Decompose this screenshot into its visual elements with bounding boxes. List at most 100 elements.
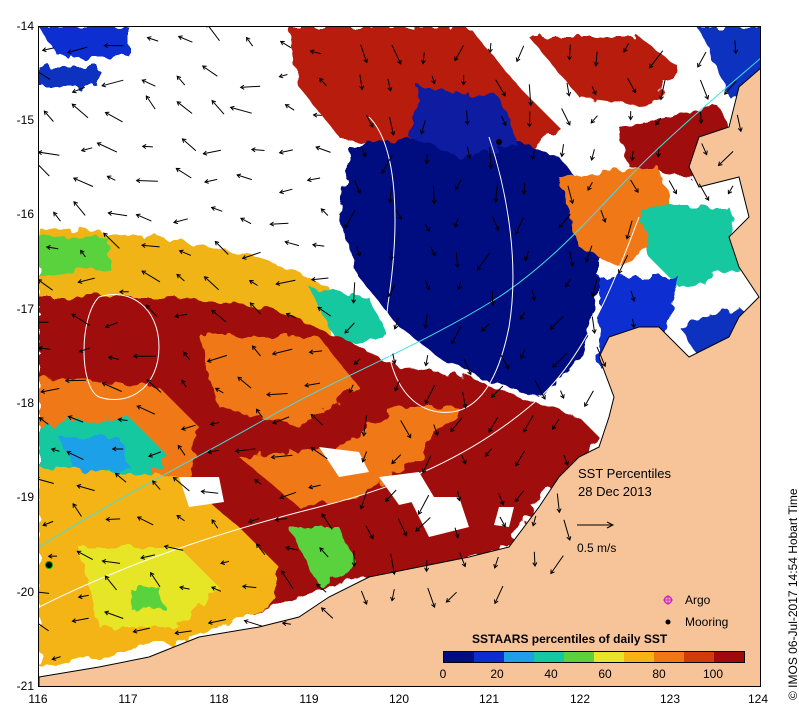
current-vector: [462, 391, 467, 408]
current-vector-head: [454, 185, 460, 191]
current-vector: [422, 455, 432, 474]
current-vector: [387, 284, 396, 297]
current-vector: [104, 575, 117, 591]
current-vector-head: [284, 240, 290, 246]
current-vector: [566, 82, 570, 96]
current-vector: [309, 350, 323, 353]
current-vector-head: [319, 547, 324, 552]
current-vector-head: [569, 199, 575, 205]
current-vector: [391, 589, 395, 601]
current-vector: [175, 313, 188, 317]
current-vector-head: [420, 59, 426, 65]
current-vector: [230, 106, 252, 114]
current-vector-head: [362, 152, 367, 158]
current-vector: [136, 405, 156, 415]
x-tick-label: 121: [478, 692, 500, 706]
y-tick-label: -14: [16, 19, 34, 33]
current-vector: [39, 591, 50, 594]
current-vector-head: [145, 304, 151, 310]
current-vector-head: [481, 326, 486, 332]
current-vector: [584, 390, 594, 407]
current-vector-head: [104, 610, 110, 616]
colorbar-tick: 80: [652, 667, 666, 681]
current-vector-head: [406, 433, 412, 439]
current-vector: [499, 516, 506, 527]
y-tick-label: -18: [16, 396, 34, 410]
current-vector: [591, 86, 597, 95]
current-vector: [244, 620, 263, 627]
marker-legend-symbols: [663, 595, 673, 625]
current-vector-head: [321, 513, 326, 518]
current-vector-head: [363, 600, 368, 606]
current-vector-head: [136, 516, 142, 521]
map-date: 28 Dec 2013: [578, 484, 652, 499]
current-vector: [354, 180, 361, 194]
current-vector: [176, 515, 185, 522]
current-vector: [53, 211, 61, 222]
current-vector: [626, 220, 633, 239]
current-vector: [79, 347, 90, 353]
current-vector-head: [630, 296, 636, 302]
current-vector-head: [271, 350, 277, 356]
current-vector: [568, 44, 571, 60]
current-vector-head: [176, 273, 181, 279]
current-vector: [516, 45, 525, 62]
current-vector-head: [72, 177, 78, 182]
current-vector: [431, 75, 435, 84]
current-vector: [385, 489, 397, 502]
current-vector-head: [248, 279, 254, 285]
current-vector: [73, 201, 86, 216]
current-vector: [141, 270, 161, 283]
current-vector-head: [241, 255, 247, 260]
current-vector-head: [317, 306, 323, 312]
current-vector: [181, 379, 187, 388]
current-vector-head: [454, 533, 460, 539]
current-vector: [668, 180, 677, 194]
current-vector-head: [422, 468, 427, 474]
current-vector: [71, 313, 91, 326]
current-vector-head: [111, 446, 117, 452]
current-vector: [145, 95, 156, 110]
current-vector: [422, 52, 425, 64]
current-vector-head: [453, 223, 459, 229]
current-vector-head: [493, 563, 499, 569]
y-tick-label: -16: [16, 207, 34, 221]
mooring-label: Mooring: [685, 615, 729, 629]
current-vector-head: [623, 47, 628, 53]
current-vector-head: [348, 388, 354, 394]
current-vector-head: [269, 221, 275, 227]
current-vector-head: [501, 91, 506, 97]
current-vector-head: [493, 198, 499, 204]
current-vector-head: [549, 325, 555, 330]
current-vector-head: [467, 370, 472, 376]
current-vector-head: [515, 57, 521, 63]
current-vector-head: [240, 217, 245, 223]
current-vector: [317, 306, 332, 317]
x-tick-label: 119: [299, 692, 319, 706]
current-vector-head: [391, 459, 396, 465]
current-vector: [97, 142, 118, 153]
current-vector-head: [318, 77, 324, 83]
x-tick-label: 120: [388, 692, 410, 706]
current-vector: [556, 493, 560, 513]
current-vector-head: [210, 206, 216, 211]
current-vector: [466, 146, 471, 159]
current-vector: [179, 586, 190, 590]
current-vector: [152, 480, 161, 490]
current-vector: [140, 554, 156, 559]
current-vector: [321, 607, 334, 619]
current-vector-head: [445, 598, 451, 603]
current-vector-head: [279, 494, 285, 500]
current-vector-head: [77, 279, 83, 284]
current-vector: [523, 415, 534, 432]
current-vector-head: [71, 313, 77, 319]
current-vector: [147, 37, 159, 42]
current-vector-head: [67, 415, 73, 421]
current-vector-head: [66, 49, 72, 55]
current-vector: [531, 290, 536, 301]
current-vector: [365, 114, 374, 128]
current-vector-head: [104, 575, 110, 581]
current-vector: [489, 43, 492, 53]
current-vector-head: [211, 519, 216, 524]
current-vector-head: [391, 359, 397, 365]
